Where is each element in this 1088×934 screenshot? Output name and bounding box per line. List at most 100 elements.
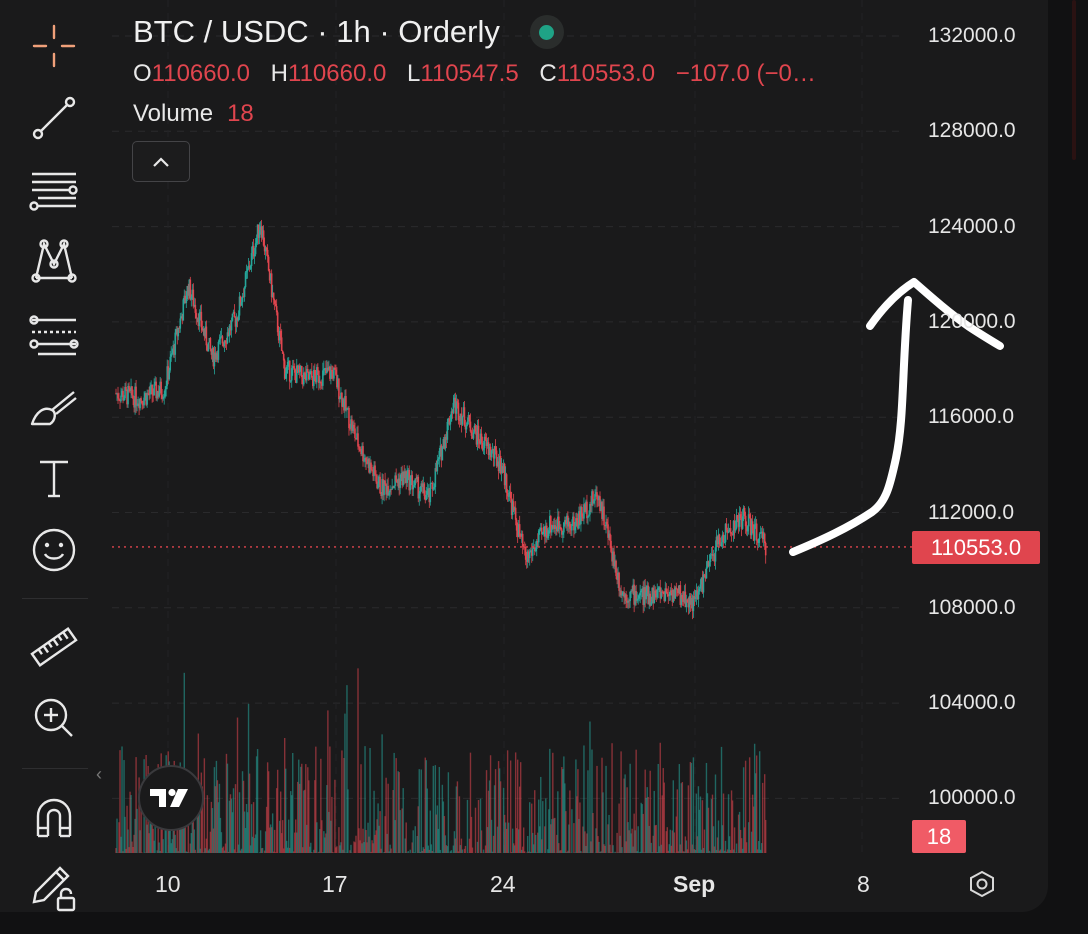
volume-bar: [497, 761, 500, 853]
volume-bar: [412, 830, 414, 853]
volume-bar: [756, 849, 759, 853]
volume-bar: [636, 851, 638, 853]
candle-body: [526, 551, 529, 562]
candle-body: [299, 365, 302, 372]
open-label: O: [133, 60, 152, 87]
volume-bar: [251, 836, 254, 853]
scroll-left-button[interactable]: ‹: [96, 764, 102, 784]
candle-body: [457, 402, 460, 421]
volume-bar: [432, 765, 435, 853]
price-tick-label: 104000.0: [928, 691, 1016, 715]
candle-body: [146, 393, 148, 405]
lock-drawing-tool[interactable]: [24, 856, 84, 916]
trendline-tool[interactable]: [24, 88, 84, 148]
candle-body: [710, 554, 713, 555]
candle-body: [473, 425, 476, 433]
tradingview-logo[interactable]: [138, 765, 204, 831]
candle-body: [398, 478, 400, 488]
volume-bar: [661, 795, 663, 853]
candle-body: [744, 515, 747, 527]
candle-body: [281, 350, 284, 354]
pattern-tool[interactable]: [24, 230, 84, 290]
candle-body: [309, 374, 311, 380]
candle-body: [501, 466, 504, 473]
volume-bar: [275, 788, 278, 853]
toolbar-divider: [22, 598, 88, 599]
candle-body: [674, 587, 677, 599]
candle-body: [693, 596, 696, 600]
candle-body: [137, 403, 139, 405]
candle-body: [120, 395, 122, 402]
candle-body: [586, 501, 588, 519]
candle-body: [527, 551, 530, 559]
candle-body: [394, 475, 396, 486]
change-value: −107.0 (−0…: [675, 60, 816, 87]
candle-body: [264, 247, 267, 252]
crosshair-tool[interactable]: [24, 16, 84, 76]
candle-body: [545, 525, 548, 538]
volume-bar: [218, 783, 221, 853]
candle-body: [533, 547, 536, 552]
candle-body: [699, 584, 702, 589]
candle-body: [633, 584, 635, 605]
volume-bar: [691, 844, 694, 853]
candle-body: [121, 390, 123, 396]
emoji-tool[interactable]: [24, 520, 84, 580]
candle-body: [366, 461, 368, 464]
candle-body: [485, 439, 488, 446]
text-tool[interactable]: [24, 448, 84, 508]
volume-bar: [148, 833, 150, 853]
candle-body: [590, 504, 592, 506]
crosshair-icon: [32, 24, 76, 68]
volume-bar: [527, 836, 529, 853]
volume-bar: [676, 789, 679, 853]
candle-body: [705, 567, 708, 579]
volume-bar: [290, 791, 292, 853]
volume-bar: [532, 832, 534, 853]
volume-bar: [624, 774, 626, 853]
candle-body: [602, 506, 604, 519]
projection-tool[interactable]: [24, 304, 84, 364]
candle-body: [136, 404, 138, 406]
candle-body: [595, 492, 597, 495]
chart-settings-button[interactable]: [962, 864, 1002, 904]
candle-body: [598, 496, 600, 501]
candle-body: [599, 496, 601, 511]
chevron-up-icon: [153, 156, 169, 167]
symbol-title[interactable]: BTC / USDC · 1h · Orderly: [133, 14, 500, 49]
candle-body: [186, 285, 189, 300]
volume-bar: [353, 841, 355, 853]
volume-bar: [121, 746, 123, 853]
candle-body: [464, 425, 467, 430]
collapse-legend-button[interactable]: [132, 141, 190, 182]
candle-body: [650, 601, 653, 606]
volume-bar: [438, 767, 441, 853]
candle-body: [297, 365, 300, 373]
volume-bar: [378, 825, 380, 853]
volume-bar: [335, 847, 337, 853]
zoom-in-tool[interactable]: [24, 688, 84, 748]
candle-body: [347, 407, 349, 409]
projection-icon: [29, 315, 79, 356]
brush-tool[interactable]: [24, 380, 84, 440]
candle-body: [369, 462, 371, 473]
candle-body: [540, 527, 543, 535]
volume-bar: [485, 770, 488, 853]
volume-bar: [334, 779, 336, 853]
ruler-tool[interactable]: [24, 618, 84, 678]
candle-body: [694, 596, 697, 600]
candle-body: [267, 256, 270, 271]
candle-body: [702, 574, 705, 593]
candle-body: [257, 224, 260, 238]
volume-bar: [609, 844, 611, 853]
candle-body: [683, 591, 686, 602]
volume-bar: [496, 826, 499, 853]
candle-body: [279, 330, 282, 338]
candle-body: [498, 455, 501, 472]
volume-bar: [640, 802, 642, 853]
price-chart[interactable]: [0, 0, 1048, 912]
candle-body: [375, 474, 377, 482]
fib-retracement-tool[interactable]: [24, 158, 84, 218]
magnet-tool[interactable]: [24, 788, 84, 848]
candle-body: [193, 304, 196, 307]
